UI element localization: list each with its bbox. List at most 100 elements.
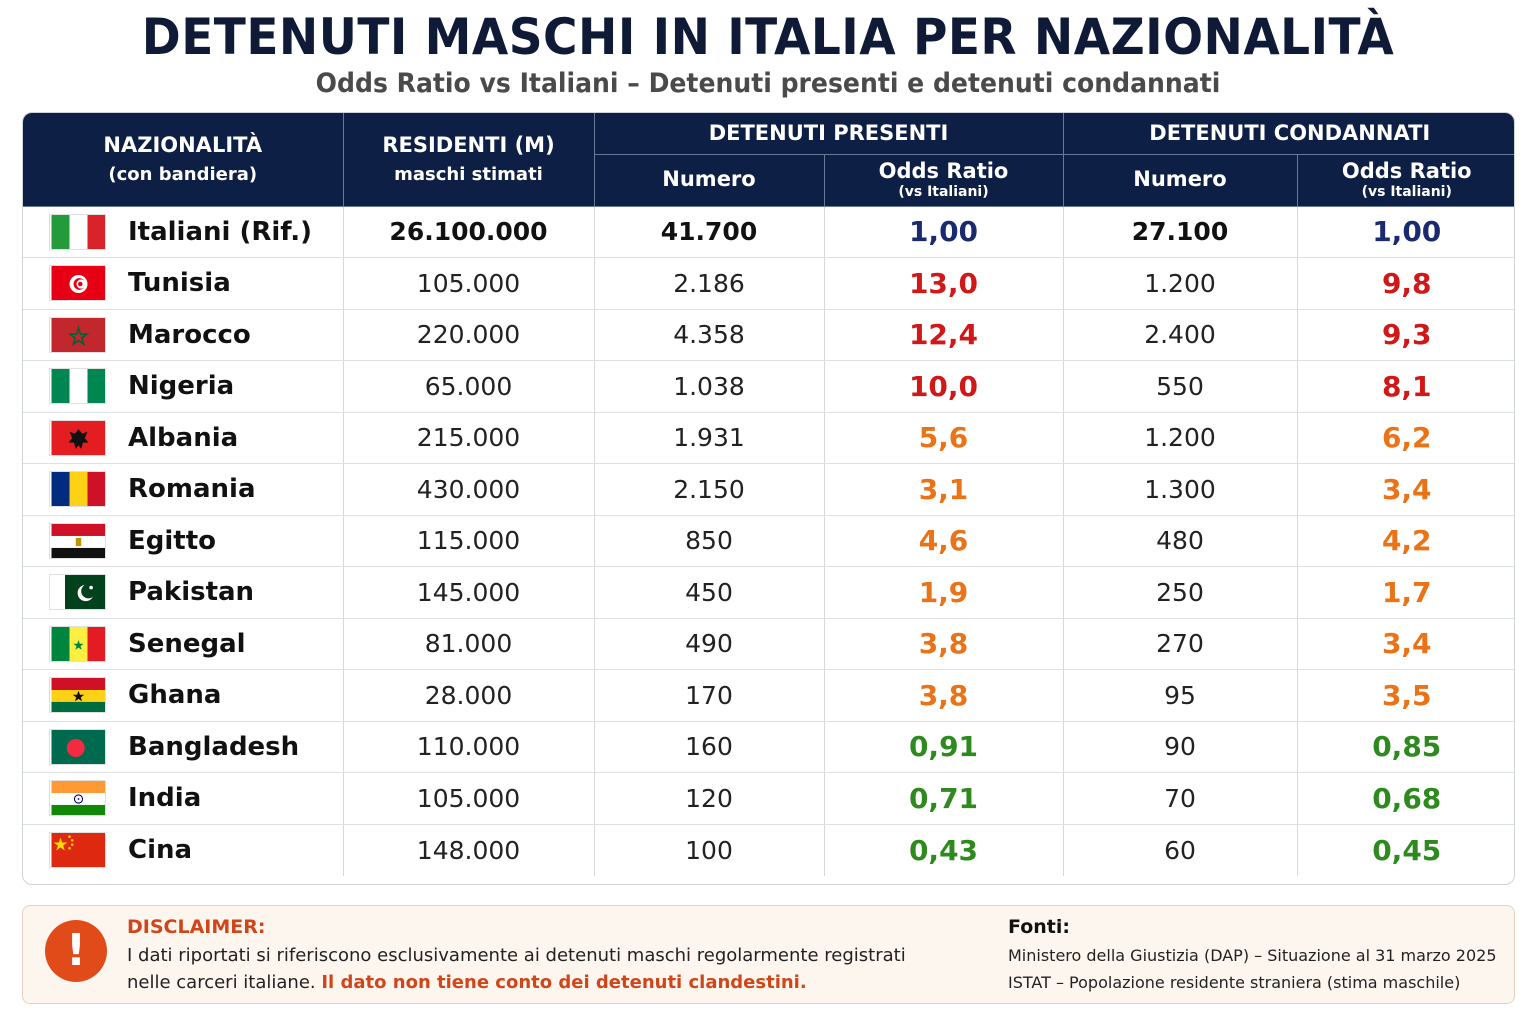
italy-flag (49, 213, 106, 250)
morocco-flag (49, 316, 106, 353)
source-line: ISTAT – Popolazione residente straniera … (1008, 973, 1461, 992)
convicted-odds-ratio-cell: 4,2 (1297, 515, 1514, 567)
nationality-name: Italiani (Rif.) (128, 216, 312, 247)
present-odds-ratio-cell: 1,00 (824, 206, 1064, 258)
convicted-number-cell: 1.200 (1063, 412, 1298, 464)
sources: Fonti: Ministero della Giustizia (DAP) –… (1008, 916, 1508, 996)
convicted-odds-ratio-cell: 3,5 (1297, 669, 1514, 722)
header-convicted-odds-ratio: Odds Ratio (vs Italiani) (1297, 154, 1514, 207)
present-number-cell: 170 (594, 669, 825, 722)
bangladesh-flag (49, 728, 106, 765)
present-number-cell: 4.358 (594, 309, 825, 361)
nationality-cell: Pakistan (23, 566, 344, 619)
tunisia-flag (49, 265, 106, 302)
disclaimer-text: I dati riportati si riferiscono esclusiv… (127, 945, 906, 993)
table-row: India 105.000 120 0,71 70 0,68 (23, 772, 1514, 825)
present-odds-ratio-cell: 12,4 (824, 309, 1064, 361)
egypt-flag (49, 522, 106, 559)
nationality-name: Albania (128, 422, 239, 453)
residents-cell: 105.000 (343, 772, 595, 825)
page-subtitle: Odds Ratio vs Italiani – Detenuti presen… (315, 68, 1221, 99)
nationality-cell: Egitto (23, 515, 344, 567)
present-number-cell: 850 (594, 515, 825, 567)
convicted-odds-ratio-cell: 8,1 (1297, 360, 1514, 413)
present-number-cell: 41.700 (594, 206, 825, 258)
header-residents: RESIDENTI (M) maschi stimati (343, 113, 595, 207)
convicted-number-cell: 60 (1063, 824, 1298, 876)
present-number-cell: 160 (594, 721, 825, 773)
residents-cell: 28.000 (343, 669, 595, 722)
nationality-cell: Tunisia (23, 257, 344, 310)
convicted-odds-ratio-cell: 9,8 (1297, 257, 1514, 310)
residents-cell: 110.000 (343, 721, 595, 773)
residents-cell: 430.000 (343, 463, 595, 516)
nationality-cell: India (23, 772, 344, 825)
convicted-number-cell: 70 (1063, 772, 1298, 825)
present-odds-ratio-cell: 3,8 (824, 618, 1064, 670)
nationality-cell: Bangladesh (23, 721, 344, 773)
residents-cell: 115.000 (343, 515, 595, 567)
present-odds-ratio-cell: 5,6 (824, 412, 1064, 464)
sources-title: Fonti: (1008, 916, 1070, 938)
present-odds-ratio-cell: 0,91 (824, 721, 1064, 773)
albania-flag (49, 419, 106, 456)
present-number-cell: 490 (594, 618, 825, 670)
present-odds-ratio-cell: 1,9 (824, 566, 1064, 619)
residents-cell: 81.000 (343, 618, 595, 670)
nationality-name: India (128, 783, 202, 814)
present-odds-ratio-cell: 0,71 (824, 772, 1064, 825)
pakistan-flag (49, 574, 106, 611)
nationality-cell: Italiani (Rif.) (23, 206, 344, 258)
convicted-number-cell: 90 (1063, 721, 1298, 773)
table-row: Bangladesh 110.000 160 0,91 90 0,85 (23, 721, 1514, 773)
present-number-cell: 100 (594, 824, 825, 876)
present-number-cell: 1.038 (594, 360, 825, 413)
header-nationality: NAZIONALITÀ (con bandiera) (23, 113, 344, 207)
nationality-cell: Marocco (23, 309, 344, 361)
table-row: Tunisia 105.000 2.186 13,0 1.200 9,8 (23, 257, 1514, 310)
disclaimer-highlight: Il dato non tiene conto dei detenuti cla… (321, 972, 807, 993)
table-row: Italiani (Rif.) 26.100.000 41.700 1,00 27.10… (23, 206, 1514, 258)
convicted-odds-ratio-cell: 9,3 (1297, 309, 1514, 361)
india-flag (49, 780, 106, 817)
table-row: Albania 215.000 1.931 5,6 1.200 6,2 (23, 412, 1514, 464)
convicted-odds-ratio-cell: 3,4 (1297, 463, 1514, 516)
convicted-odds-ratio-cell: 0,45 (1372, 833, 1442, 867)
header-group-convicted: DETENUTI CONDANNATI (1063, 113, 1514, 155)
disclaimer-box: ! DISCLAIMER: I dati riportati si riferi… (22, 905, 1515, 1004)
header-group-present: DETENUTI PRESENTI (594, 113, 1064, 155)
convicted-odds-ratio-cell: 0,68 (1297, 772, 1514, 825)
nationality-cell: Cina (23, 824, 344, 876)
nationality-name: Egitto (128, 525, 217, 556)
senegal-flag (49, 625, 106, 662)
table-row: Romania 430.000 2.150 3,1 1.300 3,4 (23, 463, 1514, 516)
present-number-cell: 1.931 (594, 412, 825, 464)
convicted-number-cell: 480 (1063, 515, 1298, 567)
table-row: Ghana 28.000 170 3,8 95 3,5 (23, 669, 1514, 722)
residents-cell: 26.100.000 (343, 206, 595, 258)
present-odds-ratio-cell: 3,8 (824, 669, 1064, 722)
convicted-number-cell: 550 (1063, 360, 1298, 413)
header-convicted-numero: Numero (1063, 154, 1298, 207)
present-number-cell: 450 (594, 566, 825, 619)
present-odds-ratio-cell: 13,0 (824, 257, 1064, 310)
convicted-odds-ratio-cell: 6,2 (1297, 412, 1514, 464)
convicted-number-cell: 270 (1063, 618, 1298, 670)
nationality-name: Romania (128, 474, 256, 505)
convicted-odds-ratio-cell: 0,85 (1297, 721, 1514, 773)
header-present-numero: Numero (594, 154, 825, 207)
disclaimer-title: DISCLAIMER: (127, 916, 266, 938)
convicted-odds-ratio-cell: 1,7 (1297, 566, 1514, 619)
page-title: DETENUTI MASCHI IN ITALIA PER NAZIONALIT… (141, 8, 1395, 66)
nationality-cell: Albania (23, 412, 344, 464)
present-odds-ratio-cell: 0,43 (824, 824, 1064, 876)
residents-cell: 220.000 (343, 309, 595, 361)
nationality-name: Pakistan (128, 577, 255, 608)
romania-flag (49, 471, 106, 508)
convicted-number-cell: 1.200 (1063, 257, 1298, 310)
residents-cell: 215.000 (343, 412, 595, 464)
nationality-cell: Romania (23, 463, 344, 516)
source-line: Ministero della Giustizia (DAP) – Situaz… (1008, 946, 1497, 965)
data-table: NAZIONALITÀ (con bandiera) RESIDENTI (M)… (22, 112, 1515, 885)
nationality-name: Bangladesh (128, 731, 300, 762)
